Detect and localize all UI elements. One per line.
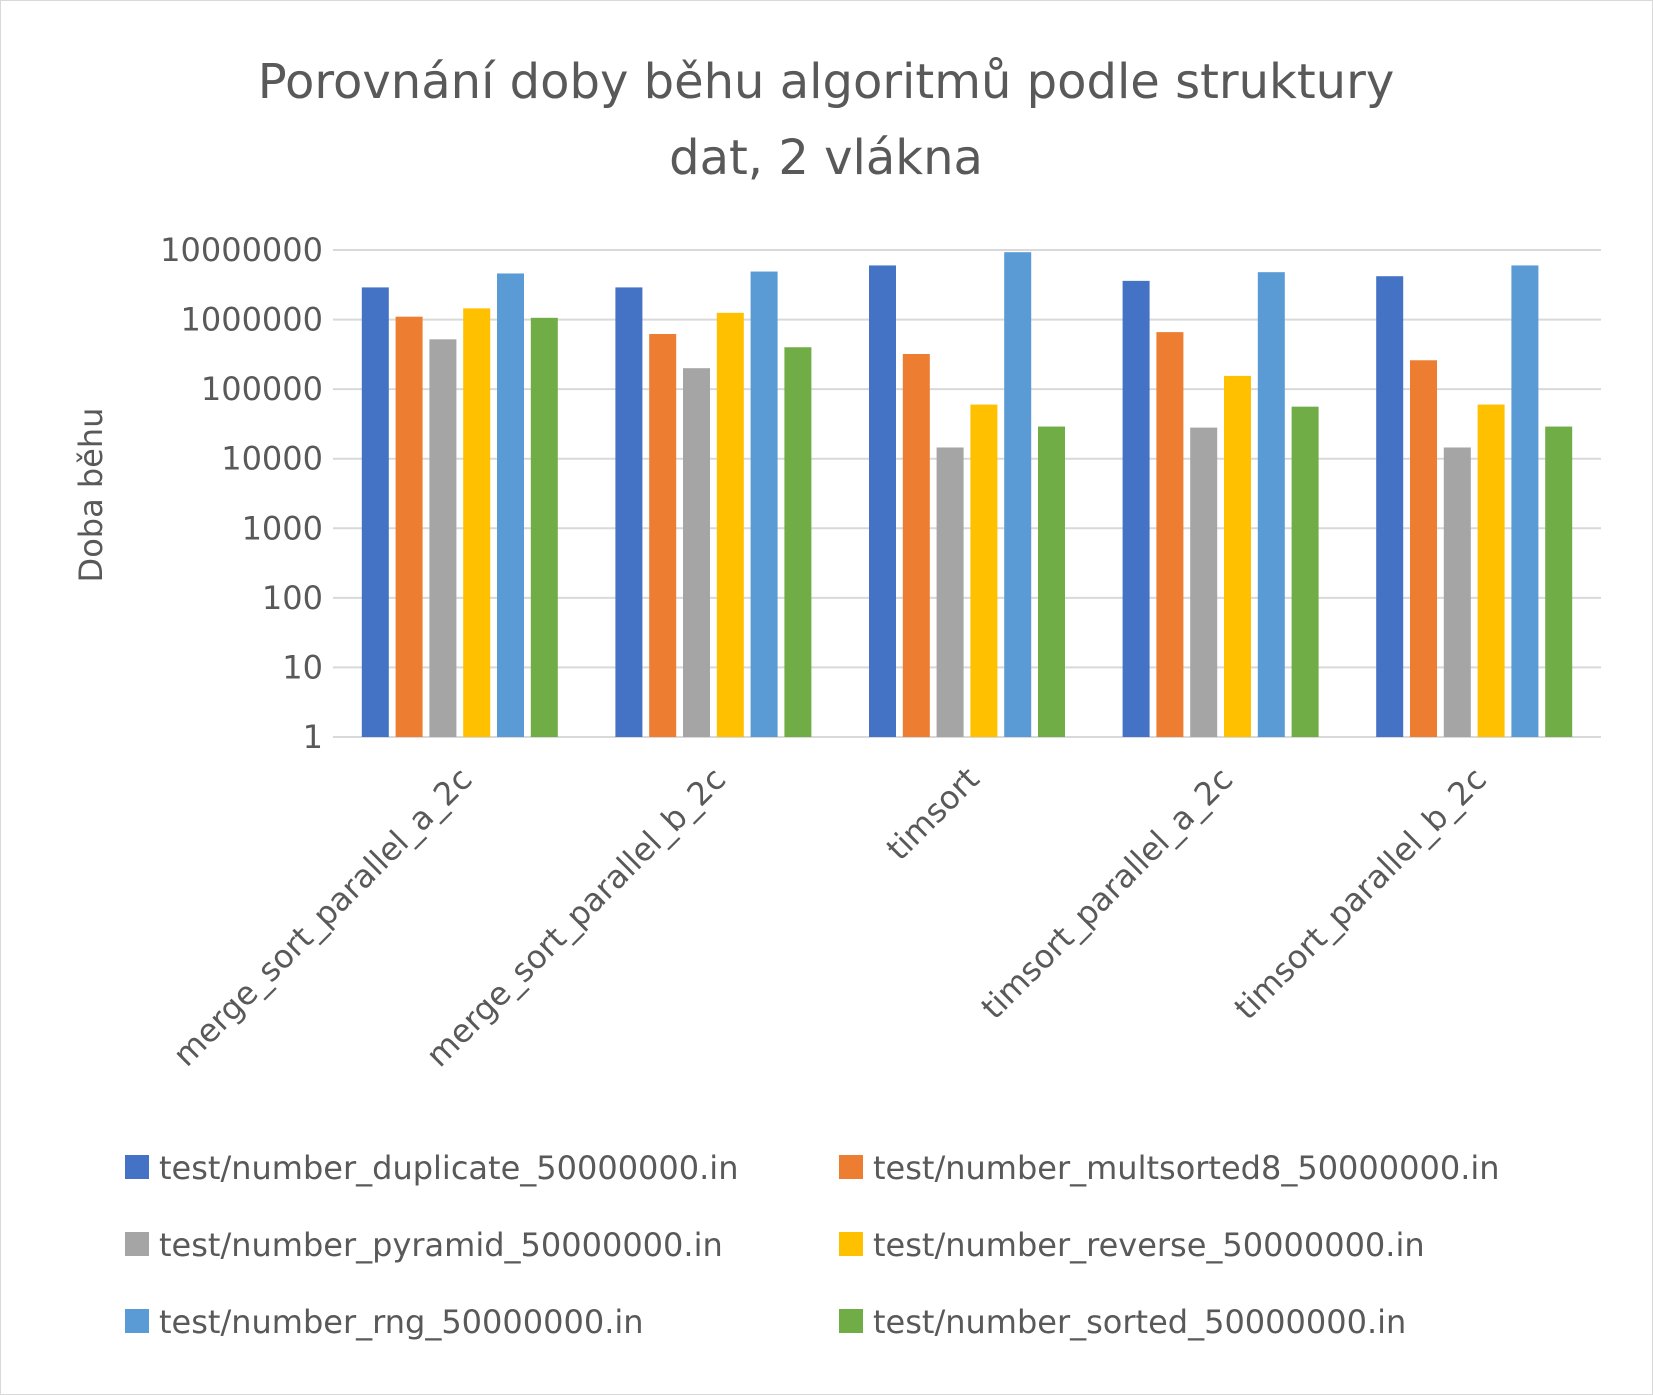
x-category-label: timsort [879, 760, 987, 868]
y-tick-label: 100 [262, 579, 323, 617]
legend-label: test/number_reverse_50000000.in [873, 1226, 1425, 1264]
y-tick-label: 10 [282, 648, 323, 686]
y-tick-label: 10000 [221, 440, 323, 478]
legend-label: test/number_duplicate_50000000.in [159, 1149, 738, 1187]
bar [1156, 332, 1184, 737]
y-axis-title: Doba běhu [72, 408, 110, 583]
bar [750, 271, 778, 737]
legend-label: test/number_sorted_50000000.in [873, 1303, 1406, 1341]
bar [936, 447, 964, 737]
chart-title-line-1: Porovnání doby běhu algoritmů podle stru… [258, 54, 1394, 110]
bar [902, 353, 930, 737]
bar [429, 339, 457, 737]
bar [1477, 404, 1505, 737]
bar [1190, 427, 1218, 737]
bar [463, 308, 491, 737]
legend-swatch [125, 1155, 149, 1179]
bar [530, 317, 558, 737]
legend-swatch [839, 1155, 863, 1179]
y-tick-label: 1 [303, 718, 323, 756]
bar [1545, 426, 1573, 737]
legend-swatch [125, 1309, 149, 1333]
bar [784, 347, 812, 737]
legend-label: test/number_multsorted8_50000000.in [873, 1149, 1500, 1187]
bar [1038, 426, 1065, 737]
bar [869, 265, 896, 737]
bar [1291, 406, 1319, 737]
bar [615, 287, 643, 737]
bar [683, 368, 710, 737]
legend: test/number_duplicate_50000000.in test/nu… [125, 1149, 1500, 1341]
bar [649, 334, 677, 737]
y-tick-label: 100000 [201, 370, 323, 408]
bar [1004, 252, 1032, 737]
x-category-label: timsort_parallel_a_2c [974, 760, 1241, 1027]
bar [716, 312, 744, 737]
x-category-labels: merge_sort_parallel_a_2cmerge_sort_paral… [165, 760, 1493, 1074]
y-tick-label: 10000000 [160, 231, 323, 269]
bar [1410, 360, 1437, 737]
bar [1257, 272, 1285, 737]
legend-swatch [839, 1232, 863, 1256]
bar [1376, 276, 1404, 737]
bar [395, 316, 423, 737]
bar [1443, 447, 1471, 737]
x-category-label: timsort_parallel_b_2c [1227, 760, 1494, 1027]
chart-title-line-2: dat, 2 vlákna [669, 130, 983, 186]
bars [361, 252, 1573, 737]
bar [1122, 280, 1150, 737]
bar [497, 273, 524, 737]
y-tick-labels: 1 10 100 1000 10000 100000 1000000 10000000 [160, 231, 323, 756]
y-tick-label: 1000 [242, 509, 323, 547]
bar [361, 287, 389, 737]
bar [1224, 375, 1251, 737]
x-category-label: merge_sort_parallel_a_2c [165, 760, 479, 1074]
y-tick-label: 1000000 [180, 301, 323, 339]
legend-swatch [839, 1309, 863, 1333]
x-category-label: merge_sort_parallel_b_2c [419, 760, 733, 1074]
legend-label: test/number_rng_50000000.in [159, 1303, 644, 1341]
bar [970, 404, 998, 737]
bar [1511, 265, 1539, 737]
legend-label: test/number_pyramid_50000000.in [159, 1226, 723, 1264]
legend-swatch [125, 1232, 149, 1256]
